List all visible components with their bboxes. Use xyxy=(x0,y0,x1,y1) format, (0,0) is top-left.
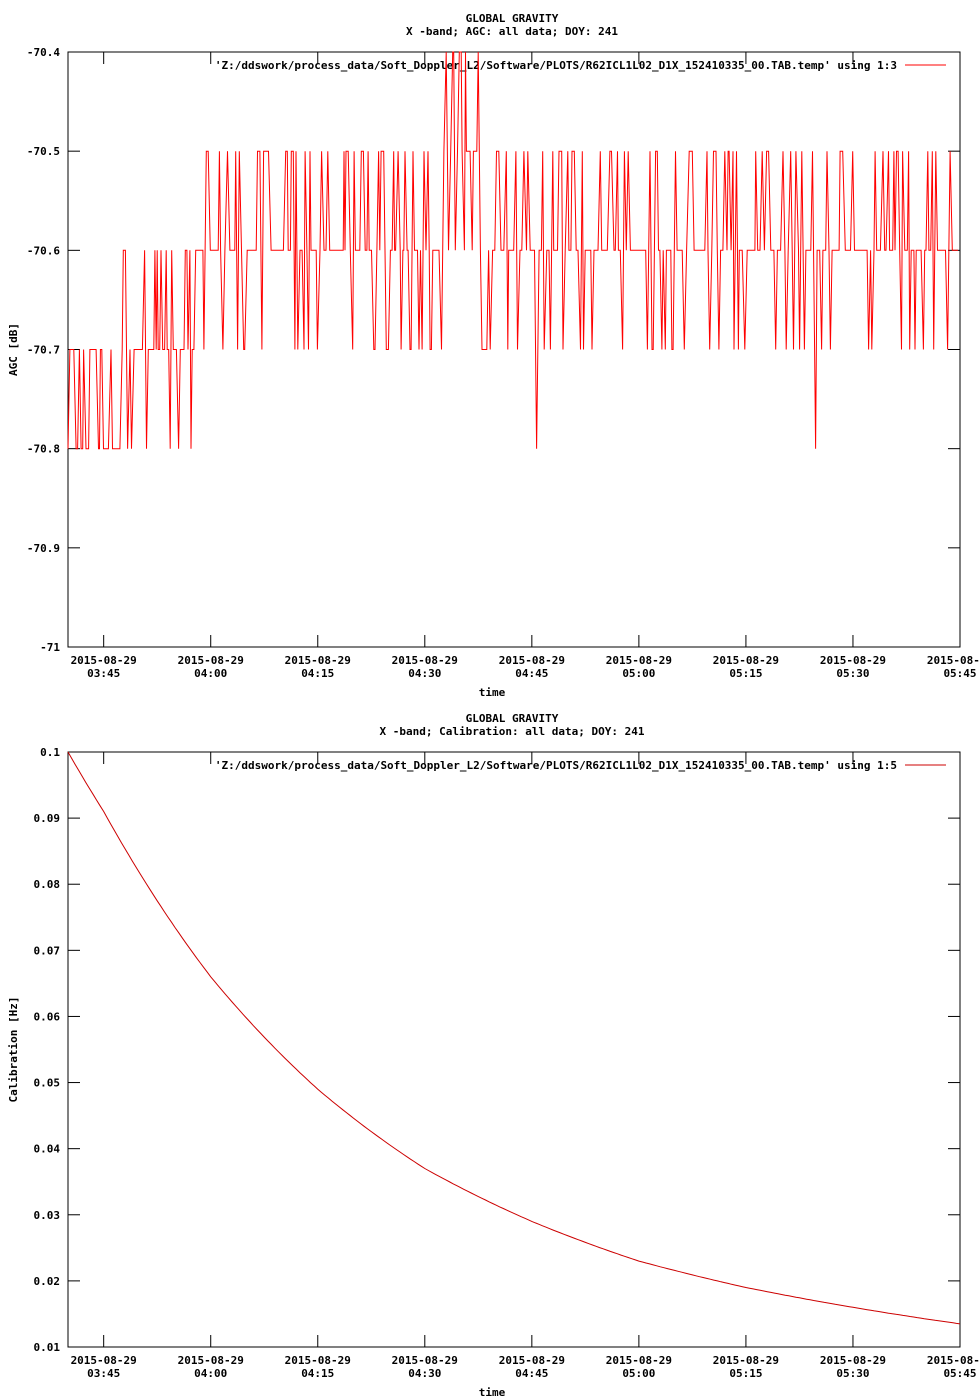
x-tick-date-label: 2015-08-29 xyxy=(499,1354,565,1367)
y-tick-label: 0.08 xyxy=(34,878,61,891)
chart-subtitle: X -band; Calibration: all data; DOY: 241 xyxy=(380,725,645,738)
x-tick-time-label: 05:00 xyxy=(622,1367,655,1380)
x-tick-time-label: 04:30 xyxy=(408,667,441,680)
x-tick-date-label: 2015-08-29 xyxy=(392,1354,458,1367)
chart-subtitle: X -band; AGC: all data; DOY: 241 xyxy=(406,25,618,38)
x-tick-date-label: 2015-08-29 xyxy=(820,654,886,667)
y-tick-label: 0.01 xyxy=(34,1341,61,1354)
series-line xyxy=(67,751,961,1325)
x-tick-time-label: 04:00 xyxy=(194,1367,227,1380)
x-tick-time-label: 03:45 xyxy=(87,1367,120,1380)
x-tick-date-label: 2015-08-29 xyxy=(713,654,779,667)
y-tick-label: 0.03 xyxy=(34,1209,61,1222)
x-tick-time-label: 04:15 xyxy=(301,667,334,680)
x-tick-date-label: 2015-08-29 xyxy=(713,1354,779,1367)
y-tick-label: -70.8 xyxy=(27,443,60,456)
y-tick-label: -70.5 xyxy=(27,145,60,158)
y-tick-label: -70.6 xyxy=(27,244,60,257)
legend-label: 'Z:/ddswork/process_data/Soft_Doppler_L2… xyxy=(215,59,897,72)
x-tick-time-label: 05:30 xyxy=(836,1367,869,1380)
legend-label: 'Z:/ddswork/process_data/Soft_Doppler_L2… xyxy=(215,759,897,772)
x-tick-time-label: 04:15 xyxy=(301,1367,334,1380)
plot-frame xyxy=(67,751,961,1348)
x-tick-date-label: 2015-08-29 xyxy=(71,654,137,667)
y-axis-label: AGC [dB] xyxy=(7,323,20,376)
series-line xyxy=(67,51,958,450)
x-tick-date-label: 2015-08-29 xyxy=(392,654,458,667)
x-axis-label: time xyxy=(479,1386,506,1399)
chart-title: GLOBAL GRAVITY xyxy=(466,12,559,25)
x-tick-date-label: 2015-08-29 xyxy=(178,654,244,667)
x-tick-time-label: 04:30 xyxy=(408,1367,441,1380)
x-tick-date-label: 2015-08-29 xyxy=(285,1354,351,1367)
y-tick-label: -70.9 xyxy=(27,542,60,555)
x-tick-time-label: 05:15 xyxy=(729,1367,762,1380)
x-tick-time-label: 05:45 xyxy=(943,1367,976,1380)
x-tick-date-label: 2015-08-29 xyxy=(606,1354,672,1367)
y-tick-label: 0.07 xyxy=(34,944,61,957)
x-tick-time-label: 05:45 xyxy=(943,667,976,680)
y-tick-label: -70.4 xyxy=(27,46,60,59)
x-axis-label: time xyxy=(479,686,506,699)
y-tick-label: 0.06 xyxy=(34,1010,61,1023)
x-tick-time-label: 03:45 xyxy=(87,667,120,680)
x-tick-date-label: 2015-08-29 xyxy=(606,654,672,667)
x-tick-time-label: 05:15 xyxy=(729,667,762,680)
y-tick-label: 0.05 xyxy=(34,1077,61,1090)
y-tick-label: 0.1 xyxy=(40,746,60,759)
y-tick-label: 0.02 xyxy=(34,1275,61,1288)
x-tick-date-label: 2015-08-29 xyxy=(178,1354,244,1367)
x-tick-date-label: 2015-08-29 xyxy=(499,654,565,667)
x-tick-time-label: 04:45 xyxy=(515,1367,548,1380)
y-tick-label: 0.09 xyxy=(34,812,61,825)
x-tick-time-label: 04:00 xyxy=(194,667,227,680)
x-tick-date-label: 2015-08-29 xyxy=(71,1354,137,1367)
y-tick-label: -70.7 xyxy=(27,344,60,357)
x-tick-time-label: 04:45 xyxy=(515,667,548,680)
x-tick-date-label: 2015-08-29 xyxy=(820,1354,886,1367)
x-tick-time-label: 05:00 xyxy=(622,667,655,680)
y-tick-label: 0.04 xyxy=(34,1143,61,1156)
x-tick-date-label: 2015-08-29 xyxy=(927,1354,980,1367)
plot-frame xyxy=(67,51,961,648)
y-tick-label: -71 xyxy=(40,641,60,654)
x-tick-date-label: 2015-08-29 xyxy=(927,654,980,667)
y-axis-label: Calibration [Hz] xyxy=(7,997,20,1103)
x-tick-date-label: 2015-08-29 xyxy=(285,654,351,667)
x-tick-time-label: 05:30 xyxy=(836,667,869,680)
chart-title: GLOBAL GRAVITY xyxy=(466,712,559,725)
